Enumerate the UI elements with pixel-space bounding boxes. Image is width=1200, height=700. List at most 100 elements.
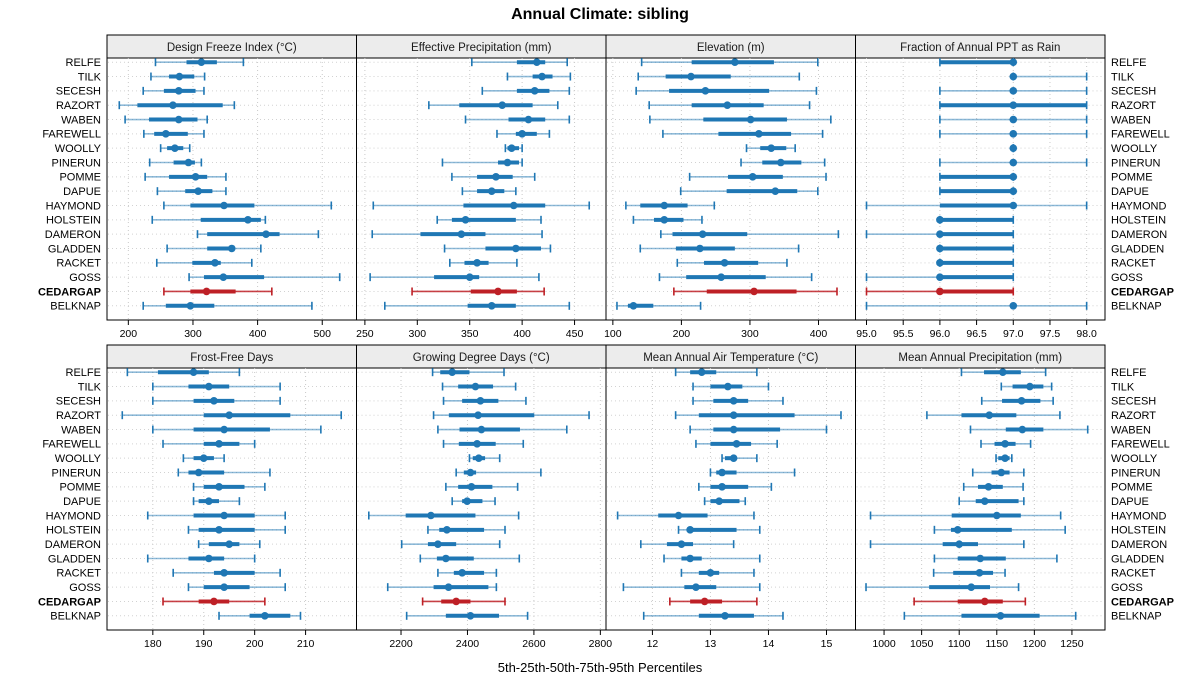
median-dot [487,187,496,195]
site-label-right: DAMERON [1111,539,1167,551]
median-dot [936,287,944,296]
median-dot [524,115,533,124]
median-dot [1017,397,1026,405]
panel-title: Growing Degree Days (°C) [413,352,550,364]
median-dot [442,554,450,563]
site-label-right: RACKET [1111,568,1156,580]
site-label-left: DAPUE [63,496,101,508]
panel-frame [605,367,856,631]
median-dot [434,540,442,548]
site-label-left: POMME [59,482,101,494]
median-dot [720,259,729,267]
median-dot [492,173,500,181]
median-dot [629,302,638,310]
site-label-left: WOOLLY [55,453,102,465]
median-dot [466,468,475,477]
site-label-right: WOOLLY [1111,453,1158,465]
panel-title: Mean Annual Precipitation (mm) [898,352,1062,364]
median-dot [219,273,228,281]
axis-tick-label: 2400 [456,638,480,650]
axis-tick-label: 300 [184,328,202,340]
median-dot [477,425,486,434]
median-dot [1026,382,1034,391]
median-dot [724,382,732,391]
median-dot [936,273,944,281]
median-dot [169,101,177,109]
site-label-right: CEDARGAP [1111,286,1174,298]
median-dot [210,597,218,606]
site-label-left: GOSS [69,582,101,594]
median-dot [1009,58,1018,66]
site-label-right: TILK [1111,71,1135,83]
panel-title: Design Freeze Index (°C) [167,42,297,54]
site-label-left: RACKET [56,568,101,580]
median-dot [220,583,228,591]
site-label-left: PINERUN [51,157,101,169]
median-dot [538,72,546,81]
axis-tick-label: 1200 [1023,638,1047,650]
median-dot [518,130,526,138]
site-label-left: CEDARGAP [38,286,101,298]
median-dot [476,397,485,405]
axis-tick-label: 200 [120,328,138,340]
panel-title: Elevation (m) [697,42,765,54]
axis-tick-label: 100 [604,328,622,340]
median-dot [487,302,496,310]
site-label-left: RAZORT [56,100,101,112]
site-label-right: BELKNAP [1111,301,1162,313]
site-label-left: DAMERON [45,229,101,241]
median-dot [729,454,738,462]
median-dot [220,511,228,520]
median-dot [444,583,453,591]
median-dot [1009,187,1018,195]
panel-frame [106,57,357,321]
median-dot [696,244,704,253]
median-dot [507,144,516,152]
median-dot [718,468,726,477]
median-dot [936,244,944,253]
median-dot [512,244,520,253]
median-dot [1009,130,1018,138]
median-dot [771,187,780,195]
median-dot [721,612,729,620]
site-label-right: DAPUE [1111,496,1149,508]
median-dot [700,597,709,606]
axis-tick-label: 1000 [872,638,896,650]
axis-tick-label: 1150 [985,638,1008,650]
panel-frame [356,57,607,321]
axis-tick-label: 200 [673,328,691,340]
site-label-right: FAREWELL [1111,129,1170,141]
median-dot [467,483,476,491]
site-label-left: GLADDEN [48,243,101,255]
site-label-right: RELFE [1111,57,1146,69]
axis-tick-label: 2600 [522,638,546,650]
median-dot [686,554,694,563]
median-dot [660,216,669,224]
panel-title: Fraction of Annual PPT as Rain [900,42,1060,54]
median-dot [466,612,475,620]
median-dot [723,101,732,109]
median-dot [936,216,944,224]
median-dot [767,144,775,152]
site-label-right: WABEN [1111,114,1151,126]
median-dot [715,497,723,505]
median-dot [448,368,456,377]
median-dot [1009,302,1018,310]
median-dot [262,230,270,238]
axis-tick-label: 190 [195,638,213,650]
median-dot [427,511,435,520]
median-dot [701,87,710,95]
median-dot [530,87,539,95]
median-dot [686,526,694,534]
median-dot [220,425,228,434]
median-dot [261,612,269,620]
median-dot [936,259,944,267]
median-dot [498,101,507,109]
site-label-right: RELFE [1111,367,1146,379]
site-label-right: SECESH [1111,396,1156,408]
page-title: Annual Climate: sibling [511,6,689,23]
median-dot [463,497,471,505]
median-dot [494,287,502,296]
median-dot [474,411,482,419]
